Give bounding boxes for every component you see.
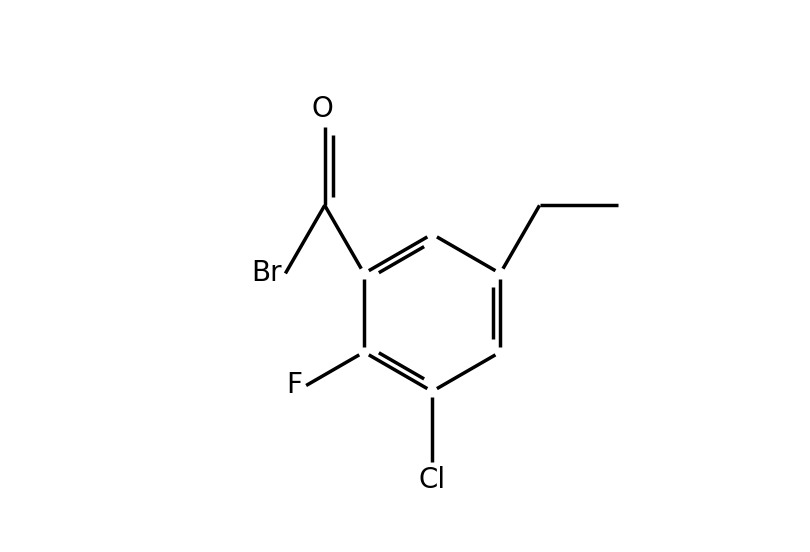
Text: Br: Br — [251, 259, 282, 288]
Text: O: O — [312, 95, 334, 123]
Text: F: F — [287, 371, 303, 400]
Text: Cl: Cl — [419, 465, 446, 493]
